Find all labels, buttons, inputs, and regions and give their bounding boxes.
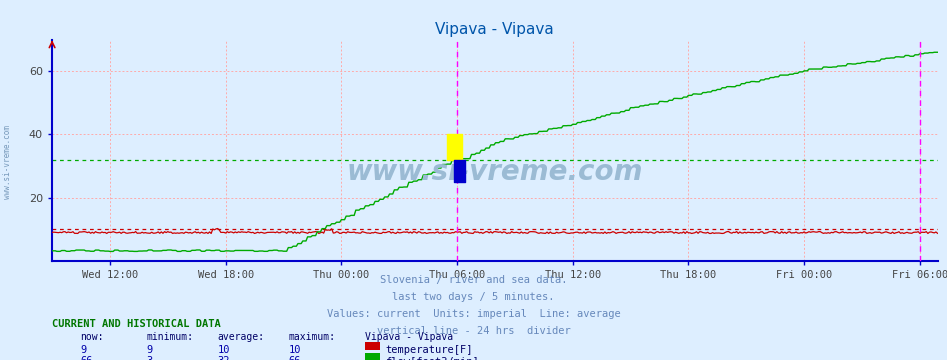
Text: now:: now: xyxy=(80,332,104,342)
Text: 32: 32 xyxy=(218,356,230,360)
Text: www.si-vreme.com: www.si-vreme.com xyxy=(347,158,643,186)
Text: vertical line - 24 hrs  divider: vertical line - 24 hrs divider xyxy=(377,326,570,336)
Text: 9: 9 xyxy=(80,345,87,355)
Text: last two days / 5 minutes.: last two days / 5 minutes. xyxy=(392,292,555,302)
Text: 3: 3 xyxy=(147,356,153,360)
Text: maximum:: maximum: xyxy=(289,332,336,342)
Text: temperature[F]: temperature[F] xyxy=(385,345,473,355)
Text: Vipava - Vipava: Vipava - Vipava xyxy=(365,332,453,342)
Text: 66: 66 xyxy=(289,356,301,360)
Text: average:: average: xyxy=(218,332,265,342)
Text: flow[foot3/min]: flow[foot3/min] xyxy=(385,356,479,360)
Text: www.si-vreme.com: www.si-vreme.com xyxy=(3,125,12,199)
Text: Slovenia / river and sea data.: Slovenia / river and sea data. xyxy=(380,275,567,285)
Text: minimum:: minimum: xyxy=(147,332,194,342)
Text: CURRENT AND HISTORICAL DATA: CURRENT AND HISTORICAL DATA xyxy=(52,319,221,329)
Text: Values: current  Units: imperial  Line: average: Values: current Units: imperial Line: av… xyxy=(327,309,620,319)
Text: 9: 9 xyxy=(147,345,153,355)
Text: 10: 10 xyxy=(289,345,301,355)
Text: 10: 10 xyxy=(218,345,230,355)
Title: Vipava - Vipava: Vipava - Vipava xyxy=(436,22,554,37)
Text: 66: 66 xyxy=(80,356,93,360)
